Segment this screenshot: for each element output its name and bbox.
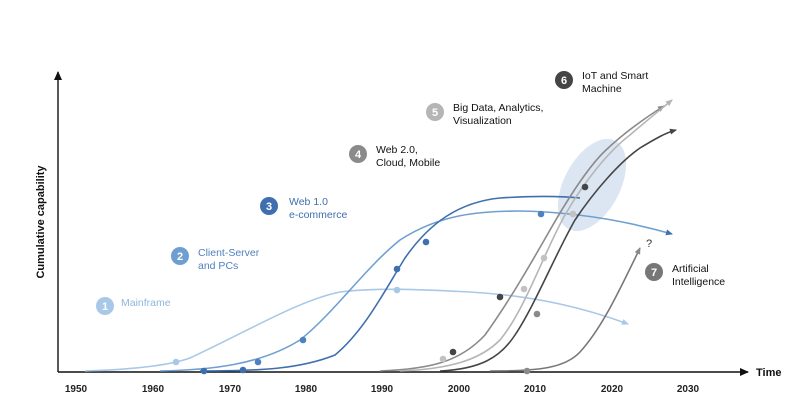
big-data-point bbox=[569, 210, 577, 218]
big-data-point bbox=[439, 355, 447, 363]
era-number-badge bbox=[171, 247, 189, 265]
curve-client-server bbox=[159, 210, 673, 372]
era-label: and PCs bbox=[198, 260, 238, 272]
client-server-point bbox=[299, 336, 307, 344]
ai-point bbox=[523, 367, 531, 375]
x-axis-label: Time bbox=[756, 367, 781, 379]
era-number-badge bbox=[426, 103, 444, 121]
era-label: Client-Server bbox=[198, 247, 260, 259]
iot-point bbox=[449, 348, 457, 356]
era-number: 7 bbox=[651, 267, 657, 279]
era-label: Mainframe bbox=[121, 297, 171, 309]
web1-point bbox=[393, 265, 401, 273]
curve-web2 bbox=[379, 105, 665, 372]
era-label: Intelligence bbox=[672, 276, 725, 288]
era-ai: 7 Artificial Intelligence bbox=[645, 263, 725, 288]
tick-label: 2030 bbox=[677, 384, 700, 395]
era-iot: 6 IoT and Smart Machine bbox=[555, 70, 648, 95]
era-number-badge bbox=[260, 197, 278, 215]
tick-label: 1970 bbox=[219, 384, 242, 395]
era-number: 4 bbox=[355, 149, 362, 161]
era-number: 5 bbox=[432, 107, 438, 119]
convergence-highlight bbox=[557, 138, 627, 232]
iot-point bbox=[496, 293, 504, 301]
era-number: 1 bbox=[102, 301, 108, 313]
era-label: Machine bbox=[582, 83, 622, 95]
era-number: 6 bbox=[561, 75, 567, 87]
curve-iot bbox=[439, 128, 677, 372]
mainframe-point bbox=[393, 286, 401, 294]
big-data-point bbox=[540, 254, 548, 262]
tick-label: 2000 bbox=[448, 384, 471, 395]
tick-label: 1990 bbox=[371, 384, 394, 395]
curve-ai bbox=[489, 247, 641, 372]
tick-label: 1960 bbox=[142, 384, 165, 395]
curve-web1 bbox=[199, 195, 581, 372]
era-label: Big Data, Analytics, bbox=[453, 102, 543, 114]
era-number: 2 bbox=[177, 251, 183, 263]
era-label: Visualization bbox=[453, 115, 512, 127]
era-number-badge bbox=[96, 297, 114, 315]
era-label: e-commerce bbox=[289, 209, 348, 221]
era-label: Cloud, Mobile bbox=[376, 157, 440, 169]
era-big-data: 5 Big Data, Analytics, Visualization bbox=[426, 102, 543, 127]
tick-label: 2020 bbox=[601, 384, 624, 395]
y-axis-label: Cumulative capability bbox=[35, 165, 47, 279]
client-server-point bbox=[537, 210, 545, 218]
web1-point bbox=[422, 238, 430, 246]
era-label: Web 1.0 bbox=[289, 196, 328, 208]
ai-point bbox=[533, 310, 541, 318]
client-server-point bbox=[254, 358, 262, 366]
era-label: Artificial bbox=[672, 263, 709, 275]
question-mark: ? bbox=[646, 238, 652, 250]
big-data-point bbox=[520, 285, 528, 293]
era-web1: 3 Web 1.0 e-commerce bbox=[260, 196, 348, 221]
era-web2: 4 Web 2.0, Cloud, Mobile bbox=[349, 144, 440, 169]
iot-point bbox=[581, 183, 589, 191]
era-number-badge bbox=[645, 263, 663, 281]
era-label: Web 2.0, bbox=[376, 144, 418, 156]
mainframe-point bbox=[172, 358, 180, 366]
era-label: IoT and Smart bbox=[582, 70, 648, 82]
tick-label: 2010 bbox=[524, 384, 547, 395]
curve-big-data bbox=[399, 99, 673, 372]
era-client-server: 2 Client-Server and PCs bbox=[171, 247, 260, 272]
era-number-badge bbox=[555, 71, 573, 89]
tick-label: 1950 bbox=[65, 384, 88, 395]
x-axis-ticks: 1950 1960 1970 1980 1990 2000 2010 2020 … bbox=[65, 384, 700, 395]
web1-point bbox=[239, 366, 247, 374]
era-number-badge bbox=[349, 145, 367, 163]
era-mainframe: 1 Mainframe bbox=[96, 297, 171, 315]
era-number: 3 bbox=[266, 201, 272, 213]
web1-point bbox=[200, 367, 208, 375]
tick-label: 1980 bbox=[295, 384, 318, 395]
